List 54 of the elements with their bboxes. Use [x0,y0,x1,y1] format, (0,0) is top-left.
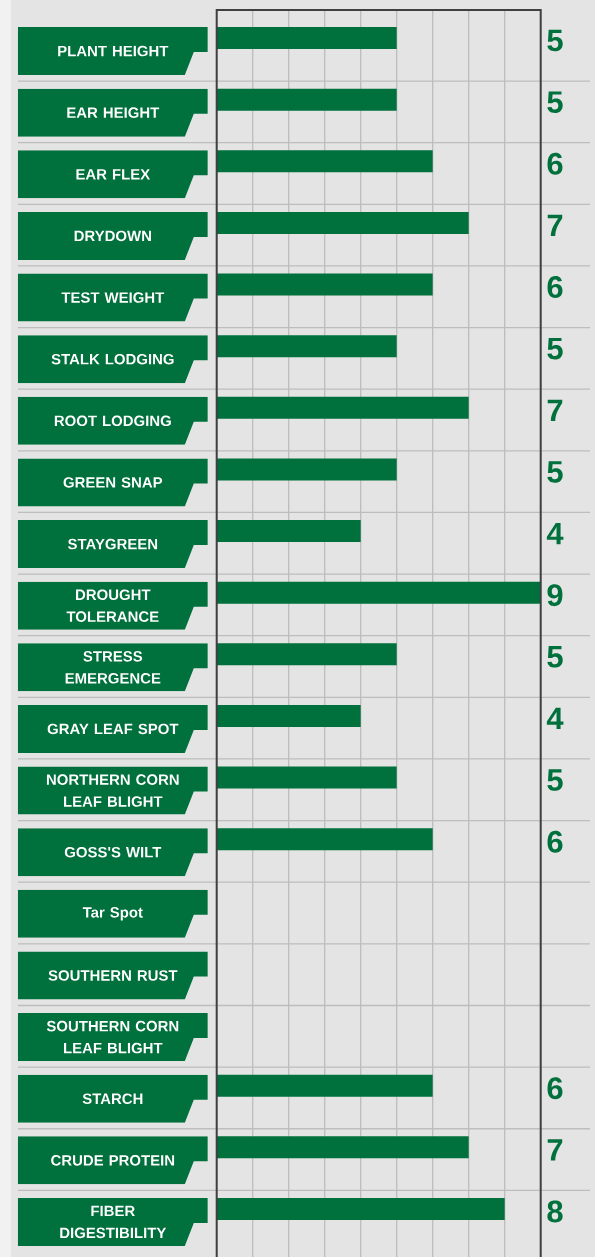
data-label: 6 [547,276,563,298]
data-label: 5 [547,91,563,113]
data-label: 4 [546,522,564,545]
bar [216,643,397,666]
bar [216,766,397,789]
bar [216,581,541,604]
data-label: 5 [547,769,563,791]
y-tick-label: EAR HEIGHT [67,107,160,118]
y-tick-label: EAR FLEX [76,169,151,180]
bar [216,88,397,111]
y-tick-label: STARCH [82,1093,143,1105]
data-label: 6 [547,1077,563,1100]
data-label: 5 [547,646,563,668]
data-label: 7 [547,214,563,237]
y-tick-label: GRAY LEAF SPOT [47,723,179,735]
y-tick-label: SOUTHERN CORN LEAF BLIGHT [46,1020,179,1054]
bar [216,150,433,173]
y-tick-label: FIBER DIGESTIBILITY [60,1205,167,1239]
bar [216,828,433,851]
data-label: 6 [547,152,563,175]
data-label: 5 [547,461,563,483]
y-tick-label: Tar Spot [82,907,143,921]
y-tick-label: STALK LODGING [51,353,174,365]
bar [216,458,397,481]
y-tick-label: STRESS EMERGENCE [65,651,161,684]
y-tick-label: ROOT LODGING [54,415,171,427]
data-label: 7 [547,1139,563,1161]
bar [216,1198,505,1220]
y-tick-label: SOUTHERN RUST [48,970,178,981]
bar [216,1136,469,1159]
data-label: 8 [547,1200,563,1223]
y-tick-label: CRUDE PROTEIN [51,1155,175,1166]
bar [216,273,433,296]
bar [216,335,397,358]
data-label: 6 [547,830,563,853]
bar [216,27,397,50]
bar [216,704,361,727]
bar [216,211,469,234]
data-label: 4 [546,707,564,730]
y-tick-label: STAYGREEN [67,538,158,550]
y-tick-label: GREEN SNAP [63,477,163,488]
y-tick-label: TEST WEIGHT [61,292,165,303]
data-label: 5 [547,337,563,360]
y-tick-label: NORTHERN CORN LEAF BLIGHT [46,774,179,807]
data-label: 9 [547,584,563,607]
y-tick-label: PLANT HEIGHT [58,45,169,57]
data-label: 5 [547,29,563,52]
data-label: 7 [547,399,563,421]
y-tick-label: GOSS'S WILT [64,846,162,858]
bar [216,396,469,419]
y-tick-label: DRYDOWN [74,230,151,242]
bar [216,520,361,543]
bar [216,1074,433,1097]
y-tick-label: DROUGHT TOLERANCE [66,589,159,622]
